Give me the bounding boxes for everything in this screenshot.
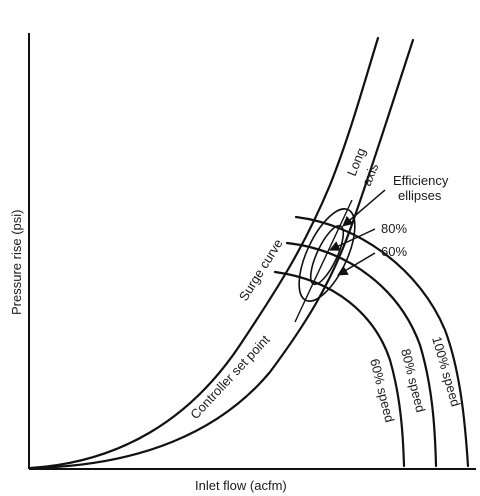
- y-axis-label: Pressure rise (psi): [9, 210, 24, 315]
- speed-curve-100: [294, 215, 470, 468]
- pct-60-label: 60%: [381, 244, 407, 259]
- efficiency-ellipses-label-1: Efficiency: [393, 173, 449, 188]
- efficiency-ellipses-arrow: [342, 189, 386, 227]
- efficiency-ellipses-label-2: ellipses: [398, 188, 442, 203]
- pct-80-arrow: [329, 228, 376, 251]
- speed-label-100: 100% speed: [429, 335, 463, 409]
- x-axis-label: Inlet flow (acfm): [195, 478, 287, 493]
- pct-60-arrow: [337, 252, 376, 276]
- pct-80-label: 80%: [381, 221, 407, 236]
- surge-curve-label: Surge curve: [236, 236, 286, 303]
- controller-set-point-curve: [29, 38, 415, 470]
- surge-curve: [29, 36, 380, 470]
- speed-curve-60: [273, 270, 406, 468]
